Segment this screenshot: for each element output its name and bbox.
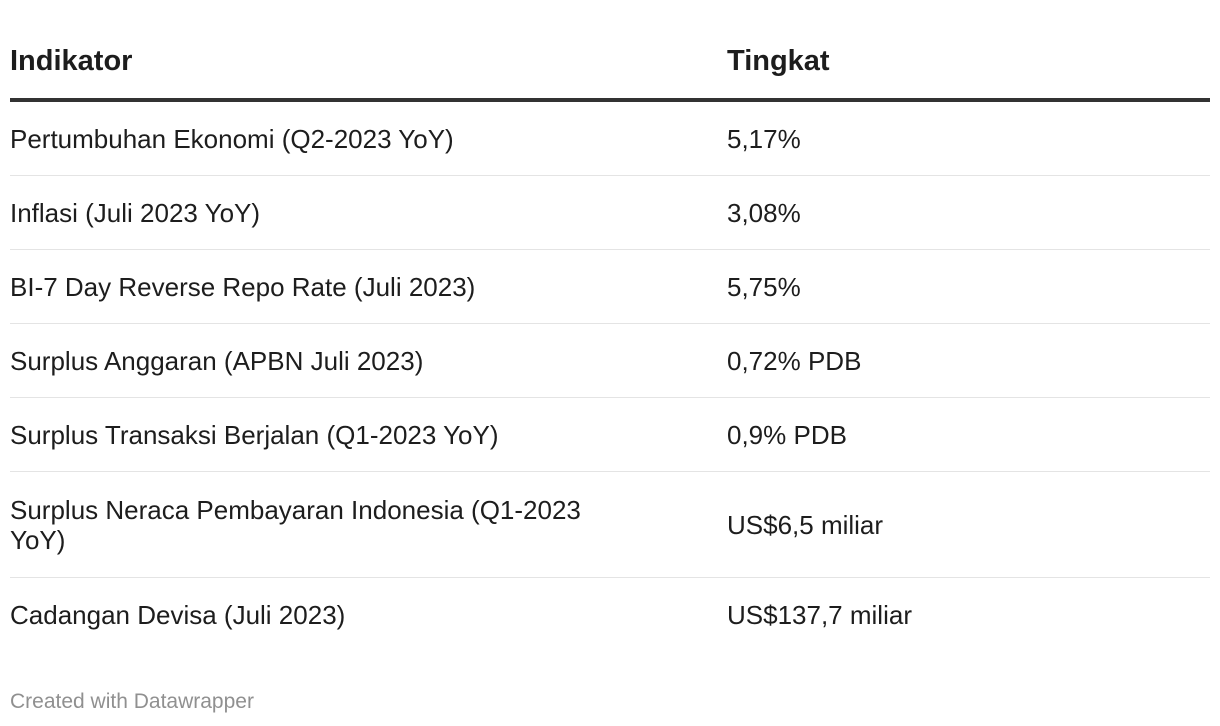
table-row: Surplus Neraca Pembayaran Indonesia (Q1-… <box>10 471 1210 578</box>
table-row: Cadangan Devisa (Juli 2023) US$137,7 mil… <box>10 578 1210 653</box>
table-body: Pertumbuhan Ekonomi (Q2-2023 YoY) 5,17% … <box>10 100 1210 652</box>
cell-indikator: Pertumbuhan Ekonomi (Q2-2023 YoY) <box>10 100 727 176</box>
data-table-container: Indikator Tingkat Pertumbuhan Ekonomi (Q… <box>10 0 1210 652</box>
table-row: BI-7 Day Reverse Repo Rate (Juli 2023) 5… <box>10 249 1210 324</box>
cell-tingkat: 3,08% <box>727 175 1210 250</box>
column-header-indikator[interactable]: Indikator <box>10 0 727 102</box>
column-header-label: Indikator <box>10 45 133 77</box>
cell-tingkat: US$137,7 miliar <box>727 600 912 630</box>
table-row: Surplus Transaksi Berjalan (Q1-2023 YoY)… <box>10 397 1210 472</box>
column-header-label: Tingkat <box>727 45 830 77</box>
cell-tingkat: US$6,5 miliar <box>727 471 1210 578</box>
cell-indikator: Inflasi (Juli 2023 YoY) <box>10 175 727 250</box>
cell-indikator: Surplus Transaksi Berjalan (Q1-2023 YoY) <box>10 397 727 472</box>
table-row: Pertumbuhan Ekonomi (Q2-2023 YoY) 5,17% <box>10 100 1210 176</box>
header-row: Indikator Tingkat <box>10 0 1210 102</box>
cell-tingkat: 0,9% PDB <box>727 397 1210 472</box>
cell-indikator: Cadangan Devisa (Juli 2023) <box>10 600 346 630</box>
cell-tingkat: 0,72% PDB <box>727 323 1210 398</box>
datawrapper-credit[interactable]: Created with Datawrapper <box>10 690 254 713</box>
cell-tingkat: 5,17% <box>727 100 1210 176</box>
cell-indikator: Surplus Anggaran (APBN Juli 2023) <box>10 323 727 398</box>
table-row: Inflasi (Juli 2023 YoY) 3,08% <box>10 175 1210 250</box>
cell-indikator: Surplus Neraca Pembayaran Indonesia (Q1-… <box>10 471 727 578</box>
cell-indikator: BI-7 Day Reverse Repo Rate (Juli 2023) <box>10 249 727 324</box>
column-header-tingkat[interactable]: Tingkat <box>727 0 1210 102</box>
cell-tingkat: 5,75% <box>727 249 1210 324</box>
table-row: Surplus Anggaran (APBN Juli 2023) 0,72% … <box>10 323 1210 398</box>
table-header: Indikator Tingkat <box>10 0 1210 102</box>
data-table: Indikator Tingkat Pertumbuhan Ekonomi (Q… <box>10 0 1210 652</box>
